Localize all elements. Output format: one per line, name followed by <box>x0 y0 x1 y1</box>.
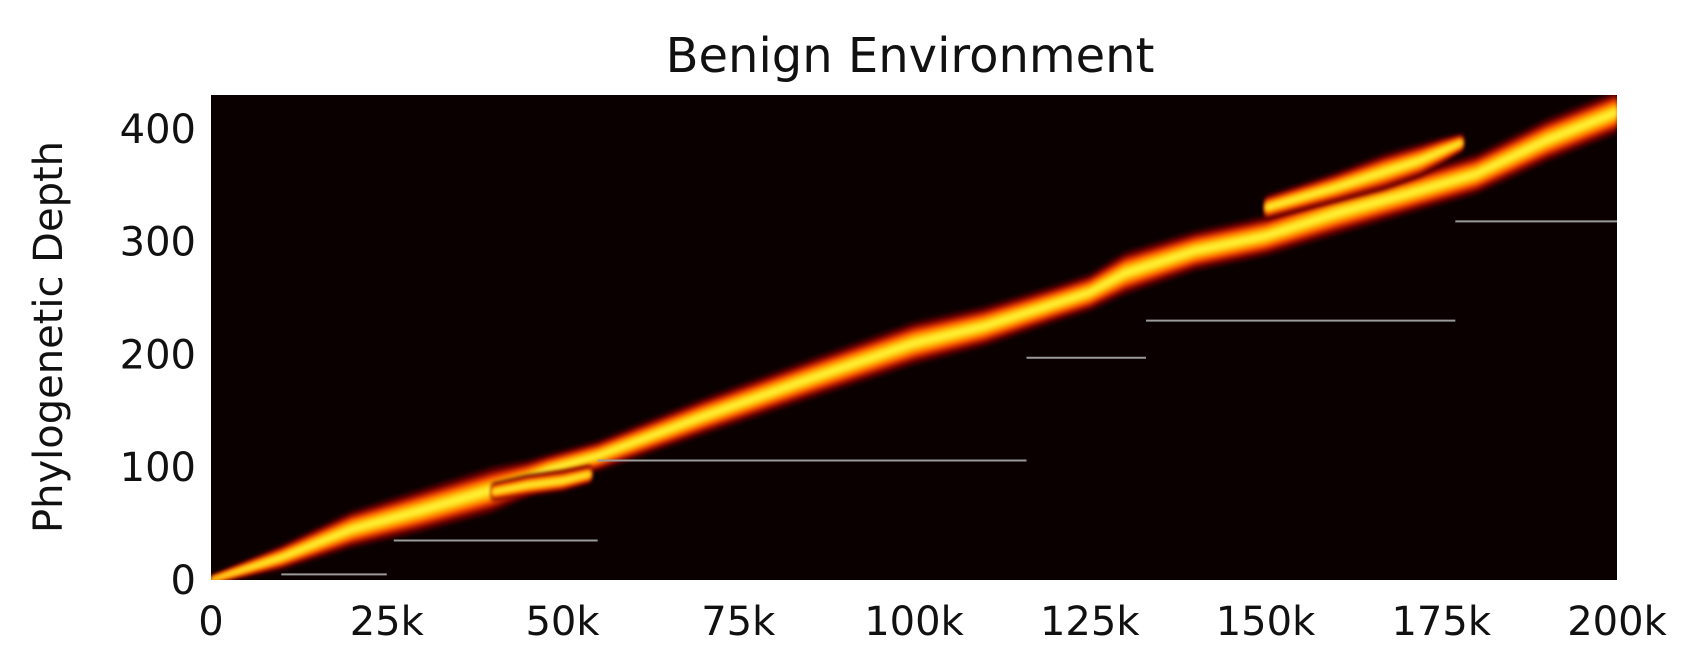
y-tick-label: 0 <box>171 558 196 604</box>
chart-title: Benign Environment <box>666 28 1155 84</box>
y-axis-label: Phylogenetic Depth <box>26 141 72 533</box>
x-tick-label: 150k <box>1216 599 1316 645</box>
y-tick-label: 100 <box>120 445 196 491</box>
density-band-1-layer-4 <box>492 472 591 494</box>
x-tick-label: 25k <box>350 599 425 645</box>
density-band-0-layer-4 <box>211 107 1617 580</box>
x-tick-label: 200k <box>1567 599 1667 645</box>
y-axis: 0 100 200 300 400 <box>120 107 196 604</box>
lineage-segments <box>281 220 1617 576</box>
density-bands <box>211 95 1617 580</box>
y-tick-label: 300 <box>120 220 196 266</box>
x-tick-label: 175k <box>1391 599 1491 645</box>
x-axis: 0 25k 50k 75k 100k 125k 150k 175k 200k <box>198 599 1667 645</box>
y-tick-label: 200 <box>120 332 196 378</box>
x-tick-label: 0 <box>198 599 223 645</box>
density-band-2-layer-4 <box>1265 140 1463 211</box>
y-tick-label: 400 <box>120 107 196 153</box>
x-tick-label: 100k <box>864 599 964 645</box>
x-tick-label: 75k <box>701 599 776 645</box>
x-tick-label: 50k <box>525 599 600 645</box>
x-tick-label: 125k <box>1040 599 1140 645</box>
